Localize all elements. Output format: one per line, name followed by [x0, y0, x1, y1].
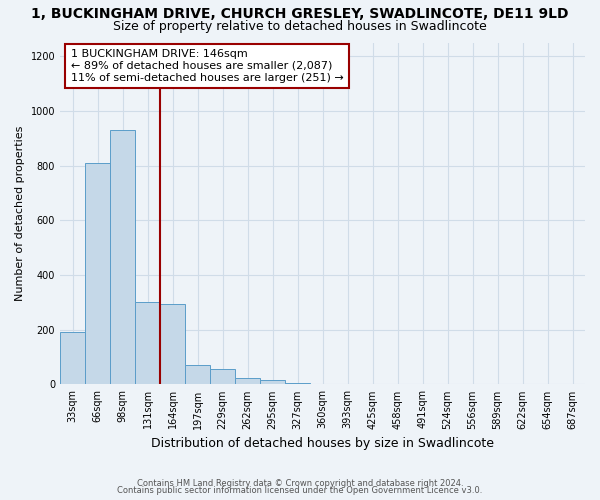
Bar: [185, 366, 210, 384]
Text: 1 BUCKINGHAM DRIVE: 146sqm
← 89% of detached houses are smaller (2,087)
11% of s: 1 BUCKINGHAM DRIVE: 146sqm ← 89% of deta…: [71, 50, 343, 82]
Text: Contains HM Land Registry data © Crown copyright and database right 2024.: Contains HM Land Registry data © Crown c…: [137, 478, 463, 488]
Bar: [260, 380, 285, 384]
Bar: [160, 304, 185, 384]
Bar: [60, 332, 85, 384]
X-axis label: Distribution of detached houses by size in Swadlincote: Distribution of detached houses by size …: [151, 437, 494, 450]
Bar: [85, 163, 110, 384]
Text: Contains public sector information licensed under the Open Government Licence v3: Contains public sector information licen…: [118, 486, 482, 495]
Text: Size of property relative to detached houses in Swadlincote: Size of property relative to detached ho…: [113, 20, 487, 33]
Bar: [135, 302, 160, 384]
Bar: [110, 130, 135, 384]
Bar: [235, 378, 260, 384]
Bar: [210, 370, 235, 384]
Bar: [285, 383, 310, 384]
Y-axis label: Number of detached properties: Number of detached properties: [15, 126, 25, 301]
Text: 1, BUCKINGHAM DRIVE, CHURCH GRESLEY, SWADLINCOTE, DE11 9LD: 1, BUCKINGHAM DRIVE, CHURCH GRESLEY, SWA…: [31, 8, 569, 22]
